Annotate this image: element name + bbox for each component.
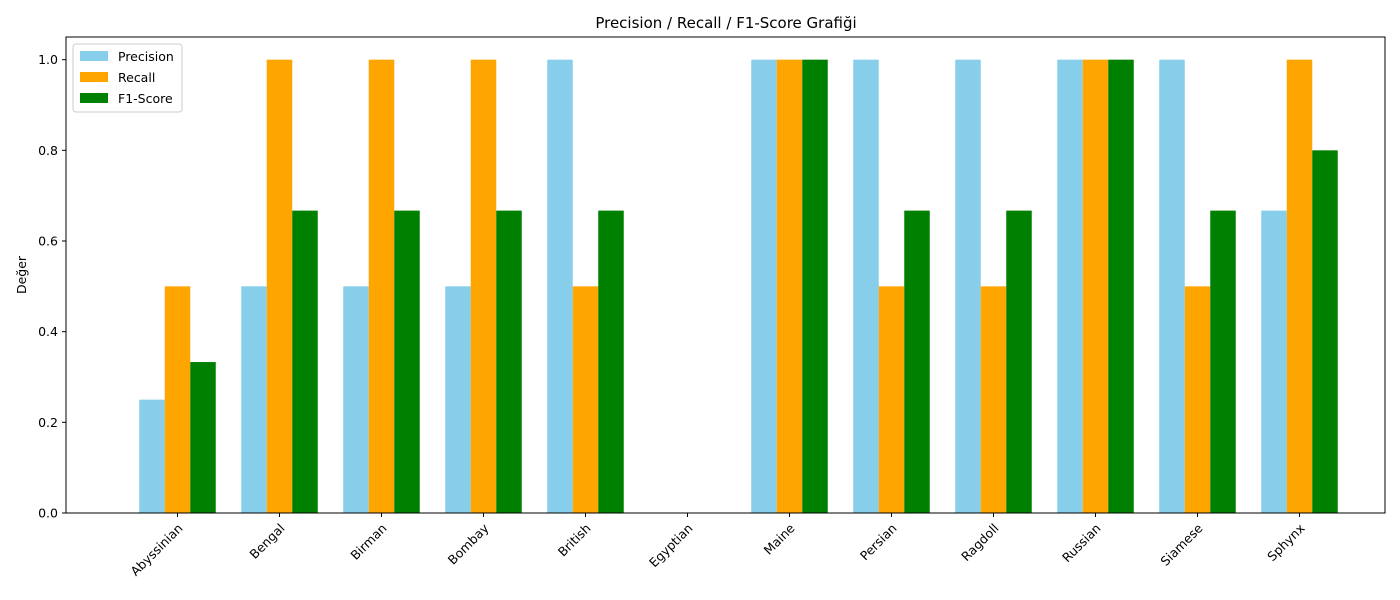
bar-recall-sphynx: [1286, 59, 1313, 514]
bar-f1-score-russian: [1108, 59, 1134, 514]
bar-precision-bengal: [241, 286, 267, 513]
bar-f1-score-siamese: [1210, 210, 1236, 513]
bar-f1-score-bengal: [292, 210, 318, 513]
bar-recall-bengal: [266, 59, 293, 514]
bar-recall-siamese: [1184, 286, 1211, 513]
bar-f1-score-persian: [904, 210, 930, 513]
bars-group: [139, 59, 1338, 514]
bar-recall-british: [572, 286, 599, 513]
bar-f1-score-ragdoll: [1006, 210, 1032, 513]
y-tick-label: 0.8: [38, 143, 58, 158]
y-tick-label: 0.0: [38, 506, 58, 521]
bar-f1-score-abyssinian: [190, 362, 216, 513]
plot-frame: [65, 36, 1386, 514]
legend-label-recall: Recall: [118, 70, 155, 85]
bar-recall-bombay: [470, 59, 497, 514]
bar-recall-maine: [776, 59, 803, 514]
bar-precision-bombay: [445, 286, 471, 513]
bar-precision-persian: [853, 59, 879, 514]
legend-swatch-precision: [80, 51, 108, 61]
bar-precision-siamese: [1159, 59, 1185, 514]
bar-f1-score-bombay: [496, 210, 522, 513]
legend: Precision Recall F1-Score: [72, 43, 183, 113]
bar-precision-russian: [1057, 59, 1083, 514]
bar-recall-persian: [878, 286, 905, 513]
y-tick-label: 1.0: [38, 52, 58, 67]
bar-recall-ragdoll: [980, 286, 1007, 513]
y-tick-label: 0.2: [38, 415, 58, 430]
bar-recall-abyssinian: [164, 286, 191, 513]
bar-f1-score-british: [598, 210, 624, 513]
bar-precision-maine: [751, 59, 777, 514]
bar-precision-british: [547, 59, 573, 514]
bar-precision-abyssinian: [139, 399, 165, 513]
bar-precision-birman: [343, 286, 369, 513]
y-tick-label: 0.4: [38, 324, 58, 339]
bar-f1-score-sphynx: [1312, 150, 1338, 513]
legend-swatch-recall: [80, 72, 108, 82]
bar-f1-score-birman: [394, 210, 420, 513]
chart-title: Precision / Recall / F1-Score Grafiği: [595, 14, 856, 32]
bar-recall-birman: [368, 59, 395, 514]
bar-f1-score-maine: [802, 59, 828, 514]
y-tick-label: 0.6: [38, 234, 58, 249]
y-axis: 0.0 0.2 0.4 0.6 0.8 1.0: [38, 52, 66, 521]
bar-precision-sphynx: [1261, 210, 1287, 513]
legend-swatch-f1-score: [80, 93, 108, 103]
bar-precision-ragdoll: [955, 59, 981, 514]
legend-label-precision: Precision: [118, 49, 174, 64]
legend-label-f1-score: F1-Score: [118, 91, 173, 106]
y-axis-label: Değer: [14, 255, 29, 294]
bar-recall-russian: [1082, 59, 1109, 514]
